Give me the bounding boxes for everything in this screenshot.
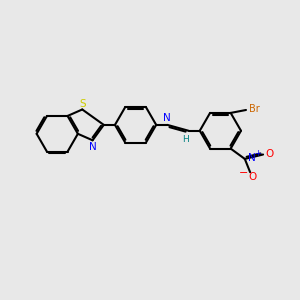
Text: O: O xyxy=(248,172,256,182)
Text: H: H xyxy=(182,134,188,143)
Text: +: + xyxy=(254,149,261,158)
Text: N: N xyxy=(164,113,171,123)
Text: S: S xyxy=(79,99,86,109)
Text: N: N xyxy=(89,142,97,152)
Text: Br: Br xyxy=(249,104,260,114)
Text: N: N xyxy=(248,153,256,163)
Text: O: O xyxy=(266,149,274,159)
Text: −: − xyxy=(239,168,248,178)
